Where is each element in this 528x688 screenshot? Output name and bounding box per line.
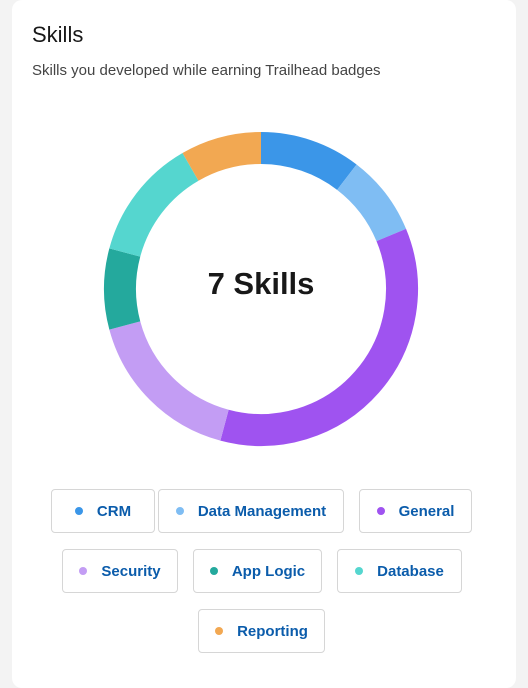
donut-slice-crm [260,132,357,191]
legend-dot-crm [74,507,83,515]
legend-dot-database [355,567,364,575]
legend-label-database: Database [377,562,444,580]
legend-chip-app-logic[interactable]: App Logic [193,549,322,593]
legend-dot-general [376,507,385,515]
card-title: Skills [32,22,84,47]
legend-chip-crm[interactable]: CRM [51,489,155,533]
donut-slice-data-management [336,164,407,242]
legend-dot-app-logic [209,567,218,575]
legend-label-general: General [398,502,455,520]
skills-card: Skills Skills you developed while earnin… [12,0,516,688]
card-subtitle: Skills you developed while earning Trail… [32,62,381,79]
skills-donut-chart [104,132,418,446]
legend-label-crm: CRM [96,502,132,520]
donut-slice-app-logic [104,248,141,330]
donut-slice-security [109,320,230,441]
donut-slice-database [109,153,199,258]
legend-label-app-logic: App Logic [231,562,306,580]
legend-chip-security[interactable]: Security [62,549,178,593]
legend-label-data-management: Data Management [197,502,327,520]
legend-label-security: Security [101,562,161,580]
donut-center-label: 7 Skills [207,266,315,301]
legend-chip-database[interactable]: Database [337,549,462,593]
donut-slice-reporting [182,132,262,181]
legend-dot-data-management [175,507,184,515]
legend-dot-reporting [215,627,224,635]
legend-chip-reporting[interactable]: Reporting [198,609,325,653]
legend-dot-security [79,567,88,575]
donut-slice-general [220,228,418,446]
legend-label-reporting: Reporting [237,622,308,640]
legend-chip-data-management[interactable]: Data Management [158,489,344,533]
legend-chip-general[interactable]: General [359,489,472,533]
